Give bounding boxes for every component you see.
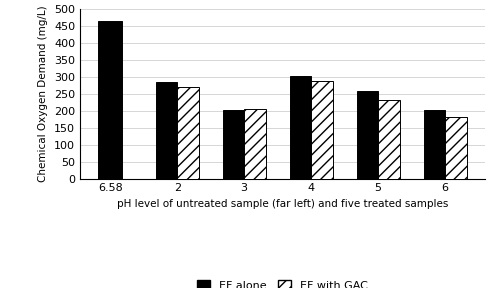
Bar: [378, 100, 400, 179]
Y-axis label: Chemical Oxygen Demand (mg/L): Chemical Oxygen Demand (mg/L): [38, 5, 48, 182]
Legend: EF alone, EF with GAC: EF alone, EF with GAC: [192, 276, 372, 288]
Bar: [177, 87, 199, 179]
Bar: [156, 82, 177, 179]
Bar: [424, 110, 445, 179]
Bar: [244, 109, 266, 179]
Bar: [356, 91, 378, 179]
X-axis label: pH level of untreated sample (far left) and five treated samples: pH level of untreated sample (far left) …: [117, 199, 448, 209]
Bar: [222, 109, 244, 179]
Bar: [98, 21, 122, 179]
Bar: [290, 76, 311, 179]
Bar: [311, 81, 332, 179]
Bar: [445, 118, 466, 179]
